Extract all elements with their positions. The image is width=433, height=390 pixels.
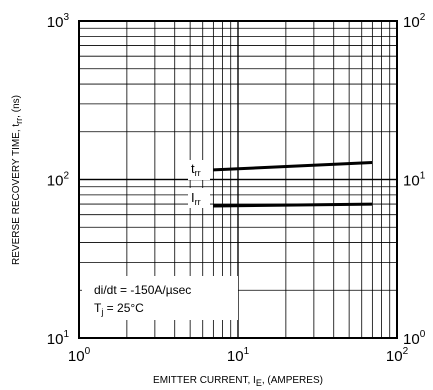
curve-label-bg-trr — [188, 160, 210, 180]
y-tick-label: 103 — [47, 12, 70, 31]
y2-tick-label: 102 — [403, 12, 426, 31]
series-label-irr: Irr — [191, 190, 201, 207]
annotation-box — [82, 276, 238, 320]
x-tick-label: 100 — [68, 346, 91, 365]
annotation-temperature: Tj = 25°C — [94, 301, 144, 317]
plot-frame — [78, 20, 398, 339]
series-lines — [213, 161, 373, 208]
x-axis-title: EMITTER CURRENT, IE, (AMPERES) — [153, 375, 323, 388]
y-tick-label: 101 — [47, 329, 70, 348]
x-tick-label: 101 — [227, 346, 250, 365]
series-label-trr: trr — [191, 161, 201, 178]
annotation-didt: di/dt = -150A/µsec — [94, 283, 191, 297]
series-line-irr — [213, 202, 373, 208]
y-axis-title: REVERSE RECOVERY TIME, trr, (ns) — [11, 95, 24, 265]
grid — [78, 20, 398, 339]
y2-tick-label: 100 — [403, 329, 426, 348]
y-tick-label: 102 — [47, 171, 70, 190]
x-tick-label: 102 — [386, 346, 409, 365]
y2-tick-label: 101 — [403, 171, 426, 190]
series-line-trr — [213, 161, 373, 172]
curve-label-bg-irr — [188, 188, 210, 208]
